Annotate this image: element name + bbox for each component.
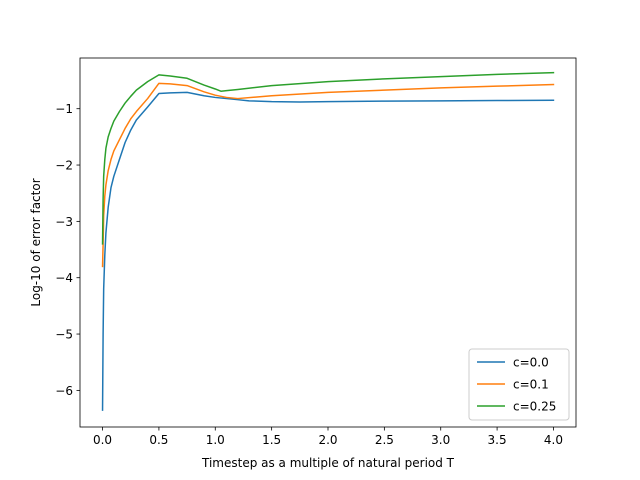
y-tick-label: −6 — [55, 384, 73, 398]
legend-label-2: c=0.25 — [513, 400, 556, 414]
y-tick-label: −2 — [55, 159, 73, 173]
legend-box — [468, 348, 570, 421]
y-axis: −6 −5 −4 −3 −2 −1 — [55, 102, 80, 398]
x-tick-label: 3.5 — [488, 433, 507, 447]
x-tick-label: 0.5 — [149, 433, 168, 447]
series-line-2 — [101, 71, 555, 245]
y-tick-label: −3 — [55, 215, 73, 229]
x-tick-label: 0.0 — [93, 433, 112, 447]
y-tick-label: −5 — [55, 328, 73, 342]
x-axis: 0.0 0.5 1.0 1.5 2.0 2.5 3.0 3.5 4.0 — [93, 427, 563, 447]
x-tick-label: 2.0 — [318, 433, 337, 447]
series-line-1 — [101, 82, 555, 268]
legend-label-0: c=0.0 — [513, 356, 549, 370]
legend-label-1: c=0.1 — [513, 378, 549, 392]
x-tick-label: 1.0 — [206, 433, 225, 447]
x-tick-label: 2.5 — [375, 433, 394, 447]
series-layer — [101, 71, 555, 411]
x-tick-label: 3.0 — [431, 433, 450, 447]
x-axis-label: Timestep as a multiple of natural period… — [201, 456, 455, 470]
x-tick-label: 4.0 — [544, 433, 563, 447]
legend: c=0.0 c=0.1 c=0.25 — [468, 348, 570, 421]
y-tick-label: −4 — [55, 271, 73, 285]
series-line-0 — [101, 91, 555, 411]
y-axis-label: Log-10 of error factor — [29, 178, 43, 306]
y-tick-label: −1 — [55, 102, 73, 116]
x-tick-label: 1.5 — [262, 433, 281, 447]
